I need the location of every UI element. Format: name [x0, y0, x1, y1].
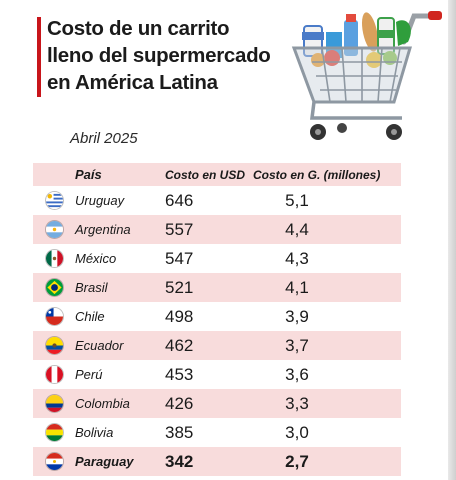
cost-guaranies: 3,7	[253, 331, 401, 360]
chile-flag-icon	[45, 307, 63, 325]
argentina-flag-icon	[45, 220, 63, 238]
title-line: en América Latina	[47, 71, 218, 94]
cost-usd: 547	[165, 248, 194, 268]
cost-usd: 342	[163, 447, 253, 476]
cost-usd: 385	[165, 422, 194, 442]
brazil-flag-icon	[45, 278, 63, 296]
cost-usd: 521	[163, 273, 253, 302]
table-row: Perú 453 3,6	[33, 360, 401, 389]
title-line: Costo de un carrito	[47, 17, 230, 40]
cost-usd: 498	[165, 306, 194, 326]
country-name: Bolivia	[75, 425, 114, 440]
country-name: Paraguay	[75, 447, 163, 476]
peru-flag-icon	[45, 365, 63, 383]
country-name: Argentina	[75, 215, 163, 244]
page-title: Costo de un carrito lleno del supermerca…	[47, 15, 287, 96]
country-name: Uruguay	[75, 193, 125, 208]
table-row-highlighted: Paraguay 342 2,7	[33, 447, 401, 476]
cost-table: País Costo en USD Costo en G. (millones)…	[33, 163, 401, 476]
table-header-row: País Costo en USD Costo en G. (millones)	[33, 163, 401, 186]
country-name: Chile	[75, 309, 105, 324]
date-label: Abril 2025	[70, 130, 138, 147]
paraguay-flag-icon	[45, 452, 63, 470]
column-header-country: País	[75, 163, 163, 186]
table-row: México 547 4,3	[33, 244, 401, 273]
ecuador-flag-icon	[45, 336, 63, 354]
flag-column-header	[33, 163, 75, 186]
table-row: Ecuador 462 3,7	[33, 331, 401, 360]
table-row: Argentina 557 4,4	[33, 215, 401, 244]
cost-guaranies: 4,1	[253, 273, 401, 302]
table-row: Chile 498 3,9	[33, 302, 401, 331]
table-row: Uruguay 646 5,1	[33, 186, 401, 215]
country-name: México	[75, 251, 117, 266]
title-accent-bar	[37, 17, 41, 97]
table-row: Colombia 426 3,3	[33, 389, 401, 418]
cost-guaranies: 3,6	[285, 364, 309, 384]
cost-usd: 462	[163, 331, 253, 360]
country-name: Ecuador	[75, 331, 163, 360]
cost-usd: 426	[163, 389, 253, 418]
cost-usd: 557	[163, 215, 253, 244]
title-line: lleno del supermercado	[47, 44, 271, 67]
cost-guaranies: 3,3	[253, 389, 401, 418]
country-name: Perú	[75, 367, 103, 382]
cost-guaranies: 4,3	[285, 248, 309, 268]
cost-guaranies: 2,7	[253, 447, 401, 476]
column-header-guaranies: Costo en G. (millones)	[253, 163, 401, 186]
table-row: Bolivia 385 3,0	[33, 418, 401, 447]
cost-usd: 453	[165, 364, 194, 384]
table-row: Brasil 521 4,1	[33, 273, 401, 302]
cost-guaranies: 3,9	[285, 306, 309, 326]
shopping-cart-icon	[291, 11, 442, 140]
bolivia-flag-icon	[45, 423, 63, 441]
cost-guaranies: 4,4	[253, 215, 401, 244]
column-header-usd: Costo en USD	[163, 163, 253, 186]
country-name: Colombia	[75, 389, 163, 418]
mexico-flag-icon	[45, 249, 63, 267]
colombia-flag-icon	[45, 394, 63, 412]
cost-guaranies: 5,1	[285, 190, 309, 210]
cost-guaranies: 3,0	[285, 422, 309, 442]
page-edge	[448, 0, 456, 480]
cost-usd: 646	[165, 190, 194, 210]
uruguay-flag-icon	[45, 191, 63, 209]
country-name: Brasil	[75, 273, 163, 302]
